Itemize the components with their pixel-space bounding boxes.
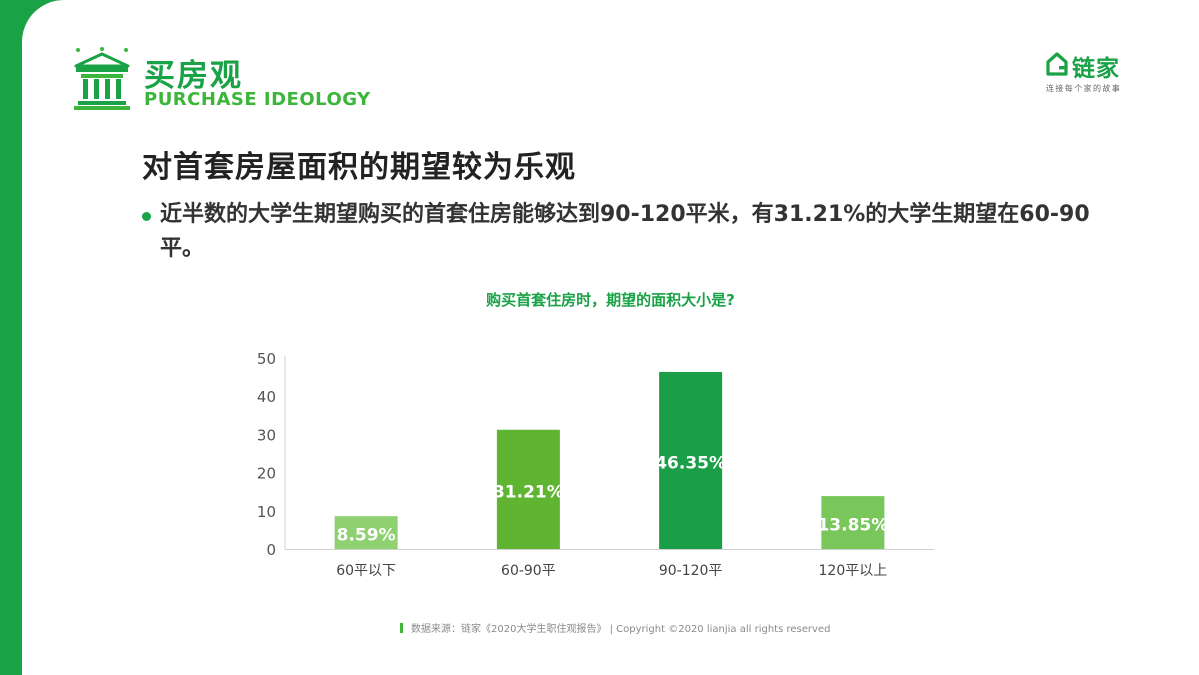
y-tick-label: 30 [257, 426, 276, 444]
bank-building-icon [74, 47, 130, 110]
section-subtitle: PURCHASE IDEOLOGY [144, 89, 371, 110]
y-tick-label: 10 [257, 503, 276, 521]
x-tick-label: 90-120平 [659, 563, 723, 579]
slide: 买房观 PURCHASE IDEOLOGY 链家 连接每个家的故事 对首套房屋面… [22, 0, 1199, 675]
bullet-text: 近半数的大学生期望购买的首套住房能够达到90-120平米，有31.21%的大学生… [160, 202, 1090, 261]
x-tick-label: 60-90平 [501, 563, 556, 579]
x-tick-label: 60平以下 [336, 563, 396, 579]
bar-data-label: 13.85% [817, 516, 888, 536]
bullet-dot [142, 212, 151, 221]
house-logo-icon [1046, 52, 1068, 76]
footer-text: 数据来源：链家《2020大学生职住观报告》 | Copyright ©2020 … [411, 624, 831, 635]
bar [496, 429, 560, 549]
bar [334, 516, 398, 549]
source-footer: 数据来源：链家《2020大学生职住观报告》 | Copyright ©2020 … [400, 620, 830, 635]
page-title: 对首套房屋面积的期望较为乐观 [142, 150, 576, 185]
y-tick-label: 50 [257, 350, 276, 368]
y-tick-label: 20 [257, 465, 276, 483]
y-tick-label: 40 [257, 388, 276, 406]
x-tick-label: 120平以上 [819, 563, 888, 579]
bar-chart: 0 10 20 30 40 50 8.59% 60平以下 31.21% 60-90平 46.35% 9… [257, 350, 934, 579]
brand-name: 链家 [1072, 56, 1120, 82]
bar-data-label: 46.35% [655, 453, 726, 473]
bar [821, 496, 885, 549]
bar-data-label: 8.59% [337, 526, 396, 546]
brand-logo: 链家 连接每个家的故事 [1046, 52, 1141, 96]
footer-accent-bar [400, 623, 403, 633]
brand-slogan: 连接每个家的故事 [1046, 84, 1122, 93]
bar-data-label: 31.21% [493, 482, 564, 502]
section-title: 买房观 [144, 58, 243, 94]
bar [659, 371, 723, 549]
chart-title: 购买首套住房时，期望的面积大小是? [486, 291, 735, 309]
y-tick-label: 0 [266, 541, 276, 559]
